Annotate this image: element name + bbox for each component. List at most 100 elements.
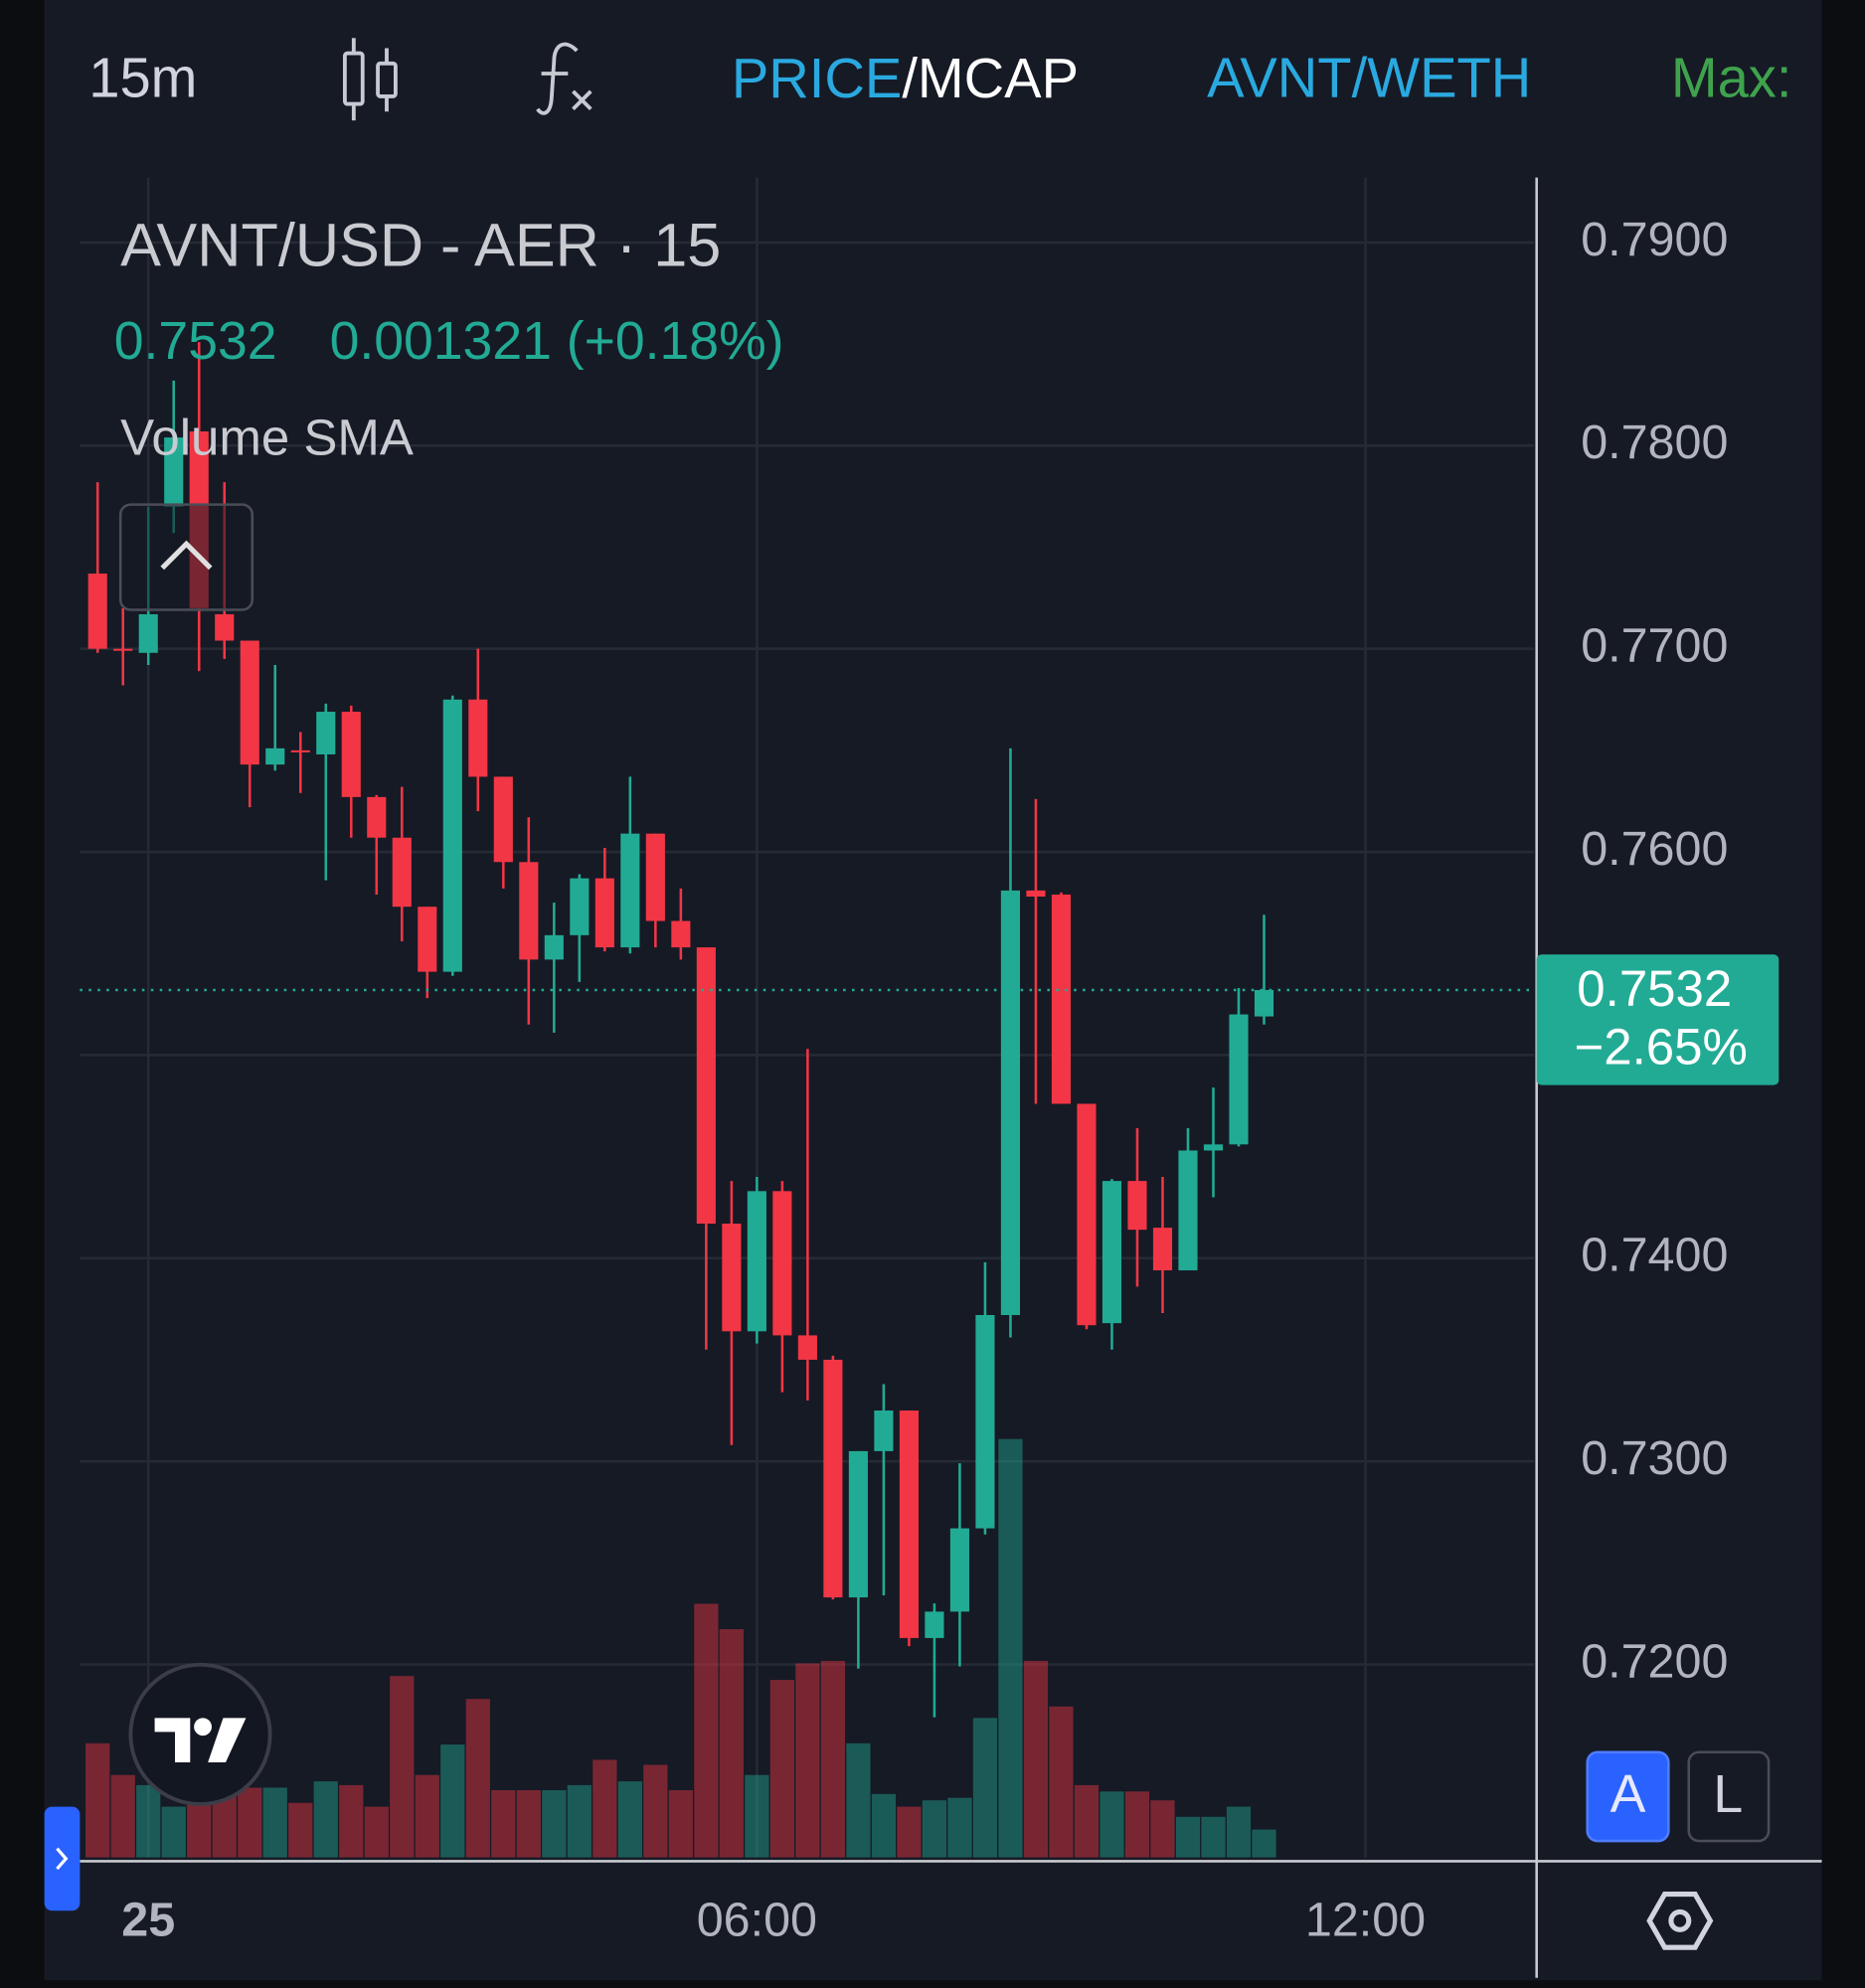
- collapse-legend-button[interactable]: [118, 503, 254, 611]
- volume-bar: [719, 1629, 744, 1858]
- candle-body: [1152, 1228, 1173, 1271]
- candle-body: [848, 1450, 868, 1598]
- price-option[interactable]: PRICE: [732, 47, 902, 109]
- candle-body: [570, 878, 590, 935]
- candle-type-icon[interactable]: [342, 38, 398, 121]
- candle-body: [1178, 1150, 1198, 1271]
- pair-toggle[interactable]: AVNT/WETH: [1207, 47, 1531, 109]
- y-tick-label: 0.7800: [1581, 415, 1728, 469]
- candle-body: [1000, 890, 1020, 1315]
- candle-body: [493, 776, 513, 863]
- candle-body: [1102, 1181, 1122, 1324]
- volume-bar: [1074, 1784, 1100, 1858]
- candle-body: [1203, 1144, 1224, 1151]
- price-mcap-toggle[interactable]: PRICE/MCAP: [732, 47, 1079, 109]
- legend-price: 0.7532: [114, 312, 277, 371]
- volume-bar: [922, 1800, 947, 1858]
- volume-bar: [897, 1806, 922, 1858]
- max-label[interactable]: Max:: [1671, 47, 1792, 109]
- volume-bar: [161, 1806, 186, 1858]
- x-tick-label: 12:00: [1305, 1894, 1426, 1947]
- x-tick-label: 06:00: [697, 1894, 817, 1947]
- candle-body: [1026, 890, 1046, 898]
- volume-bar: [238, 1787, 262, 1858]
- side-panel-tab[interactable]: [44, 1806, 81, 1911]
- candle-body: [240, 640, 259, 765]
- candle-body: [1051, 894, 1072, 1104]
- candle-body: [367, 796, 387, 838]
- settings-icon[interactable]: [1646, 1892, 1714, 1950]
- volume-bar: [1023, 1660, 1049, 1858]
- indicators-icon[interactable]: [536, 42, 593, 115]
- volume-bar: [390, 1676, 415, 1858]
- volume-bar: [1124, 1791, 1150, 1858]
- candle-body: [645, 833, 665, 921]
- volume-bar: [313, 1781, 338, 1858]
- candle-body: [1229, 1014, 1249, 1145]
- y-tick-label: 0.7200: [1581, 1634, 1728, 1688]
- volume-bar: [972, 1718, 998, 1858]
- candle-body: [874, 1410, 894, 1451]
- volume-bar: [745, 1774, 769, 1858]
- candle-body: [747, 1191, 766, 1332]
- volume-bar: [820, 1660, 846, 1858]
- volume-bar: [1100, 1791, 1124, 1858]
- volume-bar: [643, 1764, 668, 1858]
- legend-change: 0.001321 (+0.18%): [330, 312, 784, 371]
- y-tick-label: 0.7900: [1581, 213, 1728, 266]
- candle-body: [975, 1314, 995, 1529]
- candle-body: [138, 613, 158, 653]
- candle-body: [722, 1224, 742, 1332]
- scale-buttons: A L: [1586, 1750, 1771, 1843]
- candle-body: [113, 648, 133, 651]
- candle-body: [468, 699, 488, 777]
- volume-bar: [516, 1790, 541, 1858]
- candle-body: [797, 1335, 817, 1360]
- last-change-label: −2.65%: [1574, 1019, 1747, 1076]
- auto-scale-label[interactable]: A: [1611, 1765, 1646, 1824]
- last-price-box: [1536, 954, 1780, 1085]
- volume-bar: [491, 1790, 516, 1858]
- candle-body: [290, 749, 310, 752]
- indicator-label: Volume SMA: [120, 409, 414, 465]
- volume-bar: [440, 1744, 465, 1858]
- y-tick-label: 0.7400: [1581, 1229, 1728, 1282]
- y-tick-label: 0.7300: [1581, 1431, 1728, 1485]
- toolbar: 15m PRICE/MCAP AVNT/WETH Max:: [88, 38, 1792, 121]
- candle-body: [899, 1410, 919, 1638]
- volume-bar: [542, 1790, 567, 1858]
- legend-title: AVNT/USD - AER · 15: [120, 211, 721, 278]
- volume-bar: [136, 1784, 161, 1858]
- volume-bar: [110, 1774, 135, 1858]
- volume-bar: [668, 1790, 693, 1858]
- candle-body: [949, 1528, 969, 1612]
- volume-bar: [415, 1774, 439, 1858]
- mcap-option[interactable]: /MCAP: [902, 47, 1079, 109]
- volume-bar: [947, 1797, 972, 1858]
- volume-bar: [1201, 1816, 1226, 1858]
- volume-bar: [1150, 1800, 1175, 1858]
- log-scale-button[interactable]: [1687, 1750, 1771, 1843]
- interval-button[interactable]: 15m: [88, 47, 197, 109]
- candle-body: [1254, 990, 1274, 1017]
- log-scale-label[interactable]: L: [1713, 1765, 1743, 1824]
- volume-bar: [262, 1787, 287, 1858]
- legend: AVNT/USD - AER · 15 0.7532 0.001321 (+0.…: [114, 211, 784, 611]
- candle-body: [772, 1191, 792, 1336]
- plot-layer: 0.79000.78000.77000.76000.75000.74000.73…: [80, 177, 1822, 1978]
- candle-body: [87, 574, 107, 649]
- tradingview-logo[interactable]: [128, 1662, 272, 1806]
- right-edge: [1821, 0, 1865, 1988]
- auto-scale-button[interactable]: [1586, 1750, 1670, 1843]
- volume-bar: [288, 1802, 313, 1858]
- volume-bar: [846, 1742, 871, 1858]
- candle-body: [341, 712, 361, 797]
- volume-bar: [998, 1438, 1023, 1858]
- volume-bar: [617, 1781, 642, 1858]
- candle-body: [594, 878, 614, 948]
- candle-body: [1077, 1103, 1097, 1326]
- candle-body: [418, 907, 437, 972]
- candle-body: [519, 862, 539, 960]
